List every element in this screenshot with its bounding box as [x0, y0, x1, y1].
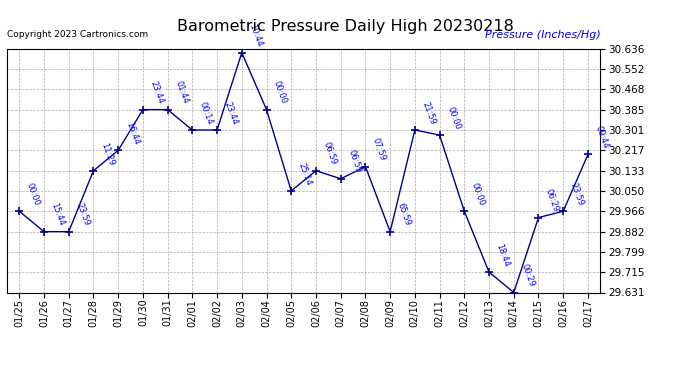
- Text: 00:00: 00:00: [272, 80, 288, 105]
- Text: 01:44: 01:44: [173, 80, 190, 105]
- Text: Copyright 2023 Cartronics.com: Copyright 2023 Cartronics.com: [7, 30, 148, 39]
- Text: 00:00: 00:00: [470, 182, 486, 207]
- Text: 11:29: 11:29: [99, 141, 115, 166]
- Text: 00:00: 00:00: [25, 182, 41, 207]
- Text: 06:59: 06:59: [346, 149, 363, 175]
- Text: 10:44: 10:44: [247, 23, 264, 48]
- Text: 00:00: 00:00: [445, 105, 462, 131]
- Text: Pressure (Inches/Hg): Pressure (Inches/Hg): [484, 30, 600, 40]
- Text: 65:59: 65:59: [395, 202, 413, 228]
- Text: 07:59: 07:59: [371, 137, 388, 162]
- Text: 06:29: 06:29: [544, 188, 561, 213]
- Text: 25:14: 25:14: [297, 161, 313, 187]
- Text: 23:59: 23:59: [75, 202, 91, 228]
- Text: 00:14: 00:14: [198, 100, 215, 126]
- Text: 21:59: 21:59: [420, 100, 437, 126]
- Text: 16:44: 16:44: [124, 121, 140, 146]
- Text: 23:59: 23:59: [569, 182, 585, 207]
- Text: Barometric Pressure Daily High 20230218: Barometric Pressure Daily High 20230218: [177, 19, 513, 34]
- Text: 18:44: 18:44: [495, 243, 511, 268]
- Text: 23:44: 23:44: [223, 100, 239, 126]
- Text: 09:44: 09:44: [593, 125, 610, 150]
- Text: 15:44: 15:44: [50, 202, 66, 228]
- Text: 06:59: 06:59: [322, 141, 338, 166]
- Text: 23:44: 23:44: [148, 80, 165, 105]
- Text: 00:29: 00:29: [520, 263, 536, 288]
